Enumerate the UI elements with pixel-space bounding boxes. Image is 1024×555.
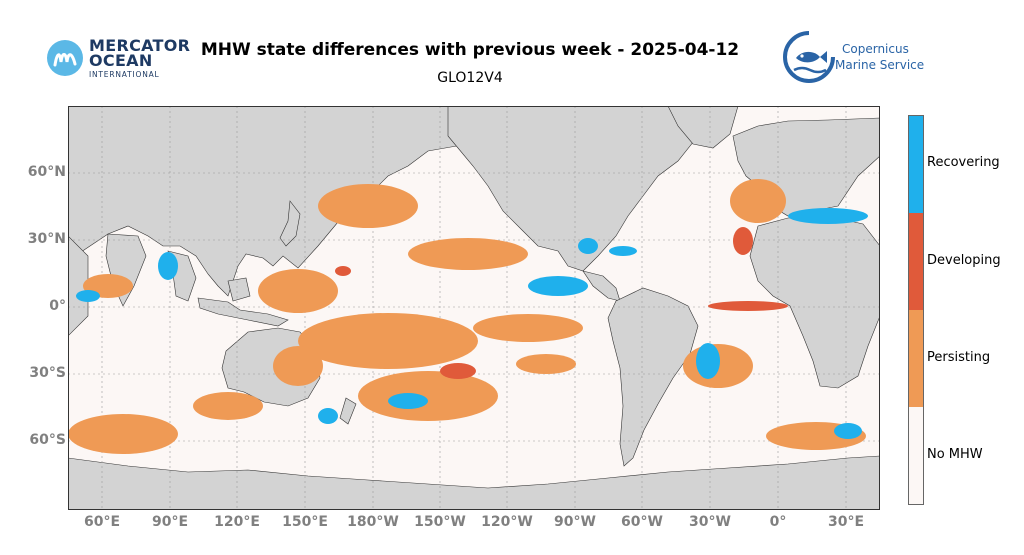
map-frame <box>68 106 880 510</box>
land-layer <box>68 106 880 510</box>
lat-label-30n: 30°N <box>27 231 66 247</box>
lon-label-0: 0° <box>769 514 787 530</box>
lon-label-90e: 90°E <box>151 514 189 530</box>
mercator-logo: MERCATOR OCEAN INTERNATIONAL <box>45 36 195 84</box>
copernicus-logo: Copernicus Marine Service <box>780 28 930 86</box>
mercator-m-icon <box>47 40 83 76</box>
lon-label-120e: 120°E <box>214 514 260 530</box>
lon-label-180w: 180°W <box>347 514 399 530</box>
lon-label-60w: 60°W <box>621 514 663 530</box>
land-indonesia <box>197 297 289 327</box>
lat-label-30s: 30°S <box>29 365 66 381</box>
lon-label-120w: 120°W <box>481 514 533 530</box>
lon-label-30w: 30°W <box>689 514 731 530</box>
mercator-line2: OCEAN <box>89 51 153 70</box>
land-south-america <box>607 287 699 467</box>
mercator-line3: INTERNATIONAL <box>89 70 160 79</box>
copernicus-line2: Marine Service <box>835 58 925 72</box>
land-antarctica <box>68 455 880 510</box>
lon-label-150e: 150°E <box>282 514 328 530</box>
land-japan <box>279 200 301 247</box>
recovering-areas <box>76 208 868 439</box>
lat-label-0: 0° <box>49 298 66 314</box>
legend-swatch-no-mhw <box>909 407 923 504</box>
lon-label-90w: 90°W <box>554 514 596 530</box>
legend-swatch-recovering <box>909 116 923 213</box>
land-borneo <box>227 277 251 302</box>
world-map <box>68 106 880 510</box>
legend-label-recovering: Recovering <box>927 155 1000 170</box>
mercator-line1: MERCATOR <box>89 36 191 55</box>
copernicus-fish-icon <box>783 31 835 83</box>
lat-label-60s: 60°S <box>29 432 66 448</box>
copernicus-line1: Copernicus <box>842 42 909 56</box>
map-title: MHW state differences with previous week… <box>200 40 740 60</box>
legend-label-developing: Developing <box>927 253 1001 268</box>
lon-label-150w: 150°W <box>414 514 466 530</box>
legend-label-persisting: Persisting <box>927 350 991 365</box>
lon-label-60e: 60°E <box>83 514 121 530</box>
legend-label-no-mhw: No MHW <box>927 447 983 462</box>
map-subtitle: GLO12V4 <box>437 70 503 86</box>
land-africa-west <box>68 235 89 337</box>
persisting-areas <box>68 179 866 454</box>
legend-swatch-developing <box>909 213 923 310</box>
legend-colorbar <box>908 115 924 505</box>
developing-areas <box>335 227 788 379</box>
land-greenland <box>667 106 739 149</box>
legend-swatch-persisting <box>909 310 923 407</box>
lon-label-30e: 30°E <box>827 514 865 530</box>
lat-label-60n: 60°N <box>27 164 66 180</box>
land-newzealand <box>339 397 357 425</box>
